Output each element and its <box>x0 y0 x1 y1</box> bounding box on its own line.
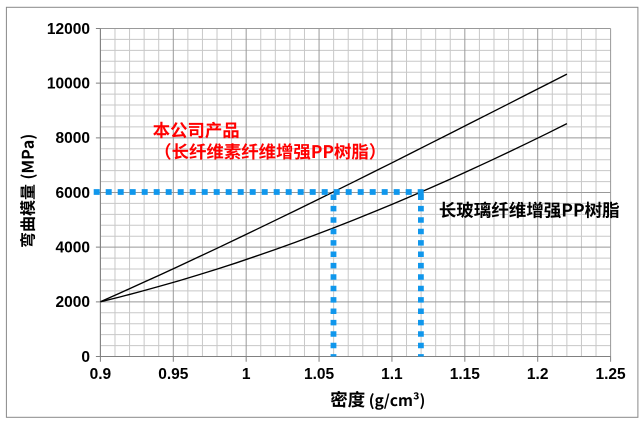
svg-text:1.2: 1.2 <box>527 366 549 383</box>
svg-text:6000: 6000 <box>56 185 90 202</box>
svg-text:1.05: 1.05 <box>304 366 335 383</box>
svg-text:10000: 10000 <box>47 76 90 93</box>
svg-text:0: 0 <box>81 349 90 366</box>
svg-text:8000: 8000 <box>56 130 90 147</box>
svg-text:1.15: 1.15 <box>450 366 481 383</box>
svg-text:0.95: 0.95 <box>158 366 189 383</box>
svg-text:4000: 4000 <box>56 240 90 257</box>
svg-text:12000: 12000 <box>47 21 90 38</box>
svg-text:2000: 2000 <box>56 294 90 311</box>
svg-text:1.1: 1.1 <box>381 366 403 383</box>
svg-text:1: 1 <box>242 366 251 383</box>
svg-text:1.25: 1.25 <box>596 366 627 383</box>
svg-text:0.9: 0.9 <box>90 366 112 383</box>
